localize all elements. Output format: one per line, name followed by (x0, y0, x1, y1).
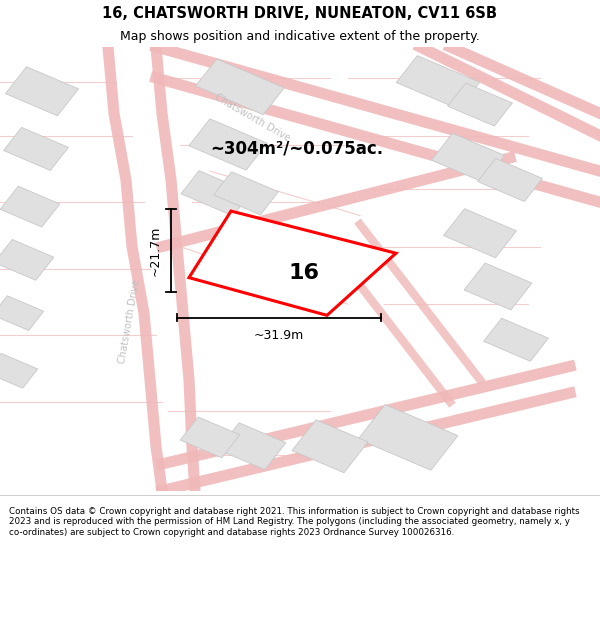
Polygon shape (0, 354, 38, 388)
Text: 16, CHATSWORTH DRIVE, NUNEATON, CV11 6SB: 16, CHATSWORTH DRIVE, NUNEATON, CV11 6SB (103, 6, 497, 21)
Polygon shape (4, 127, 68, 171)
Polygon shape (448, 83, 512, 126)
Polygon shape (478, 159, 542, 201)
Polygon shape (431, 133, 505, 182)
Polygon shape (230, 228, 286, 265)
Polygon shape (260, 272, 316, 309)
Polygon shape (5, 67, 79, 116)
Polygon shape (0, 186, 60, 227)
Polygon shape (397, 56, 479, 109)
Text: Chatsworth Drive: Chatsworth Drive (212, 92, 292, 144)
Text: ~31.9m: ~31.9m (254, 329, 304, 342)
Polygon shape (181, 171, 251, 216)
Polygon shape (484, 318, 548, 361)
Polygon shape (292, 420, 368, 472)
Polygon shape (196, 59, 284, 114)
Text: 16: 16 (288, 263, 319, 283)
Polygon shape (0, 239, 54, 280)
Polygon shape (214, 172, 278, 215)
Text: Map shows position and indicative extent of the property.: Map shows position and indicative extent… (120, 30, 480, 43)
Polygon shape (358, 404, 458, 470)
Polygon shape (218, 423, 286, 469)
Text: ~21.7m: ~21.7m (149, 225, 162, 276)
Polygon shape (464, 263, 532, 310)
Polygon shape (0, 296, 44, 331)
Polygon shape (443, 209, 517, 258)
Text: Contains OS data © Crown copyright and database right 2021. This information is : Contains OS data © Crown copyright and d… (9, 507, 580, 536)
Polygon shape (180, 417, 240, 457)
Text: ~304m²/~0.075ac.: ~304m²/~0.075ac. (210, 140, 383, 158)
Polygon shape (189, 119, 267, 170)
Polygon shape (189, 211, 396, 316)
Text: Chatsworth Drive: Chatsworth Drive (116, 279, 142, 365)
